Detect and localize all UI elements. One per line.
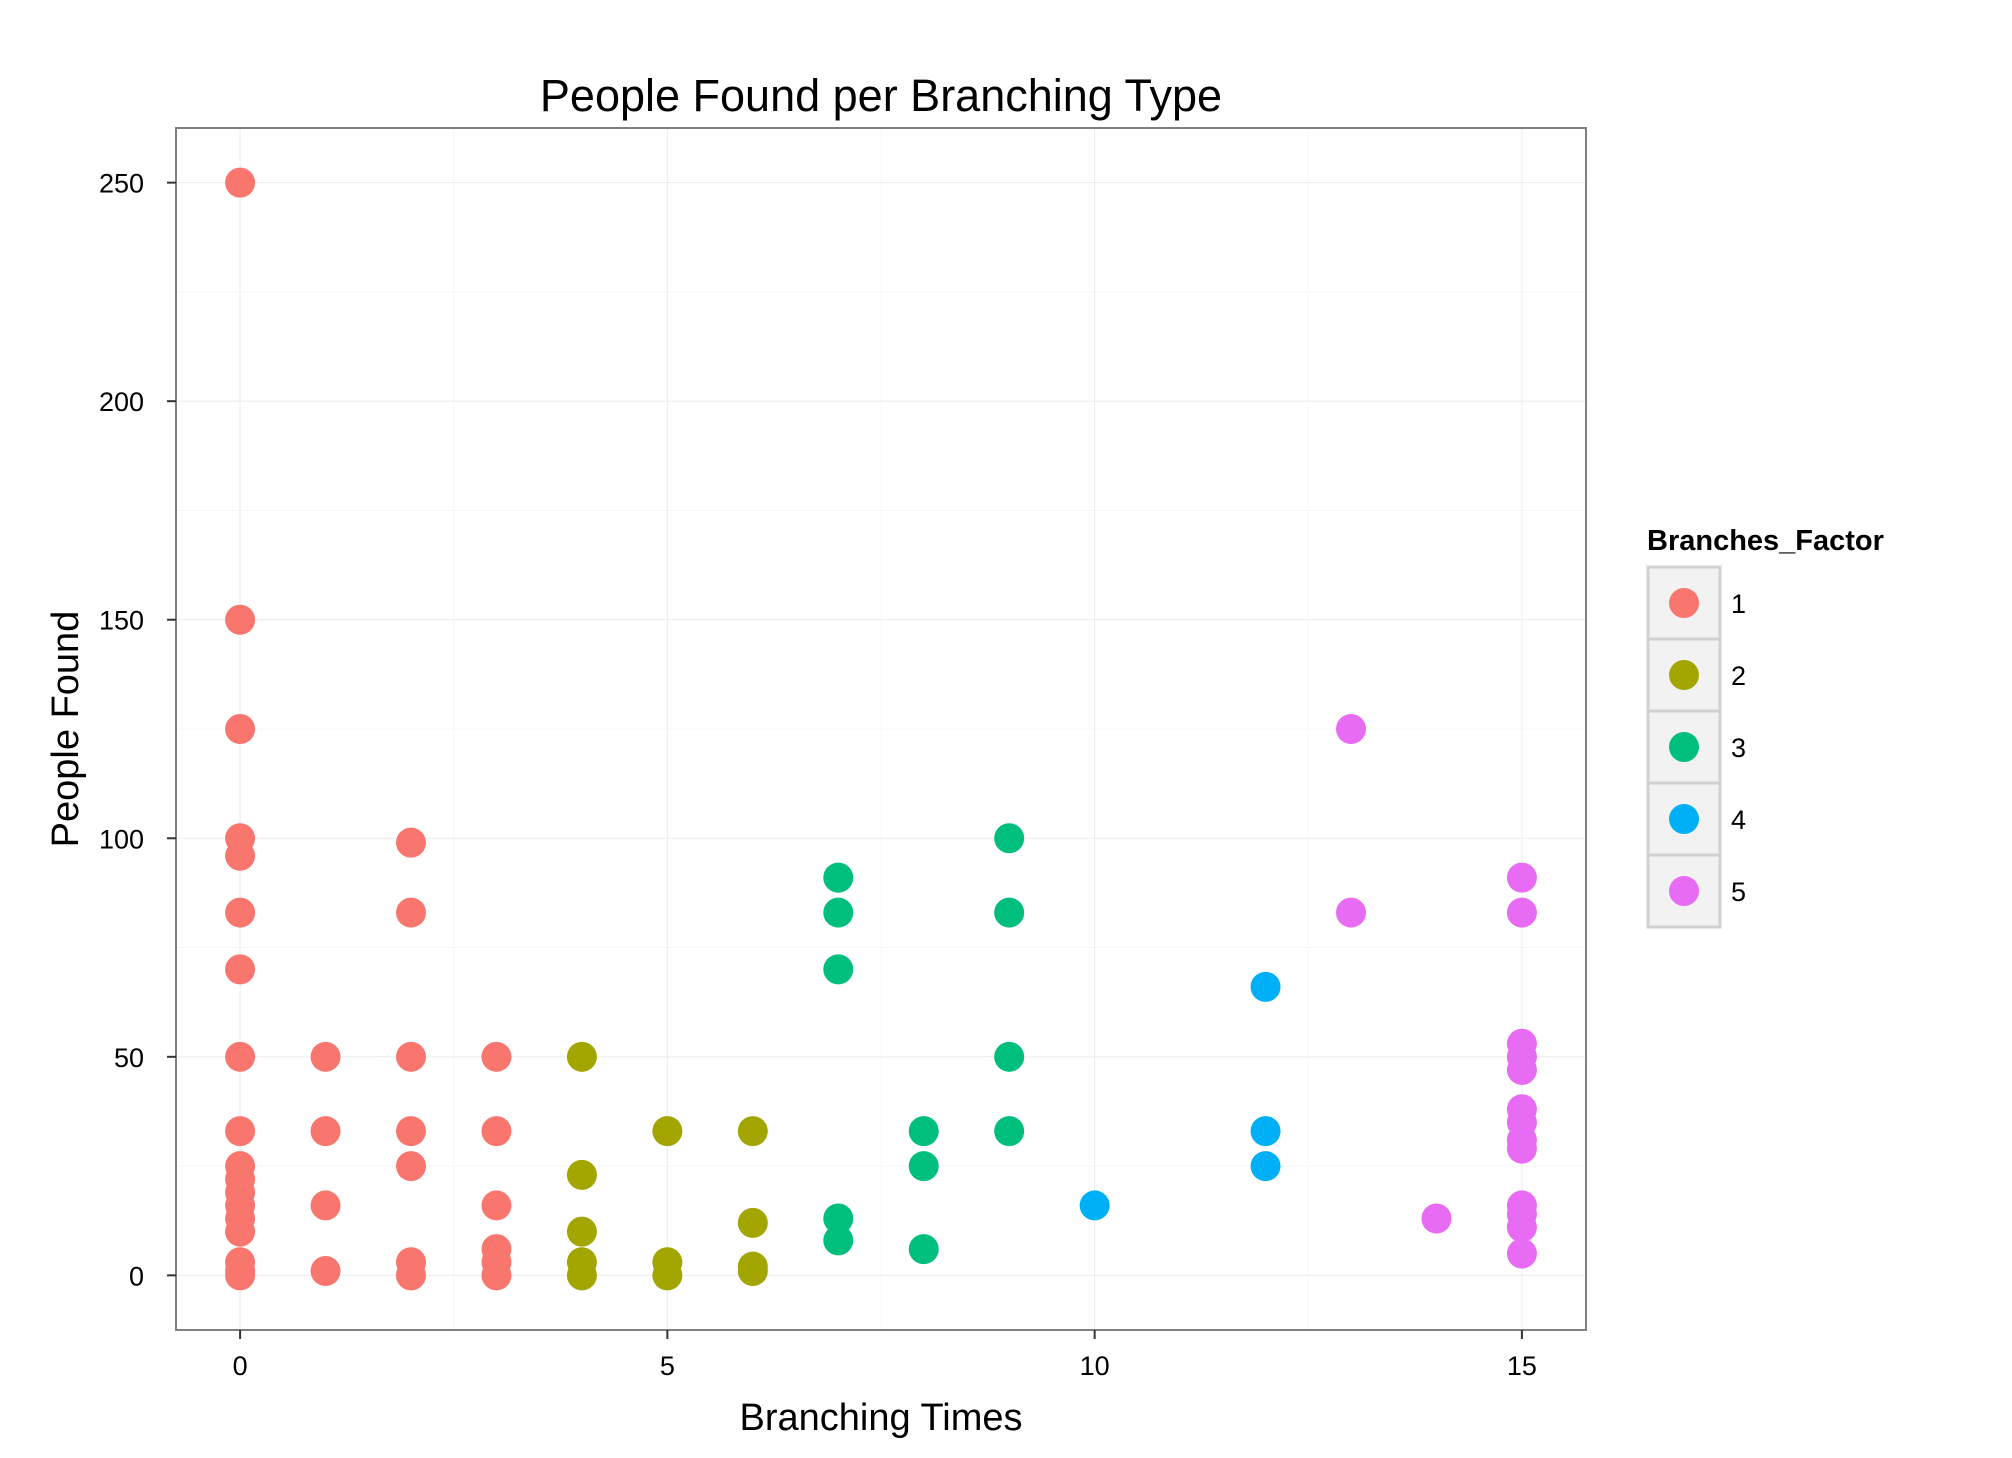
data-point-series-3 bbox=[908, 1234, 939, 1265]
data-point-series-1 bbox=[481, 1190, 512, 1221]
legend-label: 1 bbox=[1731, 589, 1746, 619]
data-point-series-1 bbox=[396, 827, 426, 858]
data-point-series-4 bbox=[1250, 1151, 1281, 1182]
data-point-series-3 bbox=[823, 1225, 854, 1256]
data-point-series-2 bbox=[652, 1260, 683, 1291]
data-point-series-1 bbox=[396, 1116, 426, 1147]
chart-title: People Found per Branching Type bbox=[540, 70, 1222, 121]
data-point-series-1 bbox=[225, 954, 256, 985]
legend-label: 5 bbox=[1731, 877, 1746, 907]
y-tick-label: 0 bbox=[129, 1261, 144, 1291]
data-points bbox=[225, 167, 1537, 1291]
data-point-series-1 bbox=[481, 1041, 512, 1072]
legend-title: Branches_Factor bbox=[1647, 525, 1884, 557]
y-tick-label: 50 bbox=[114, 1043, 144, 1073]
y-tick-label: 100 bbox=[99, 824, 144, 854]
data-point-series-5 bbox=[1506, 1212, 1537, 1243]
x-tick-label: 10 bbox=[1080, 1351, 1110, 1381]
data-point-series-1 bbox=[396, 897, 426, 928]
legend-label: 2 bbox=[1731, 661, 1746, 691]
data-point-series-4 bbox=[1250, 971, 1281, 1002]
data-point-series-3 bbox=[823, 954, 854, 985]
data-point-series-4 bbox=[1250, 1116, 1281, 1147]
data-point-series-4 bbox=[1079, 1190, 1110, 1221]
data-point-series-1 bbox=[310, 1041, 341, 1072]
y-tick-label: 200 bbox=[99, 387, 144, 417]
data-point-series-1 bbox=[225, 714, 256, 744]
data-point-series-1 bbox=[310, 1116, 341, 1147]
y-tick-label: 250 bbox=[99, 169, 144, 199]
data-point-series-5 bbox=[1336, 897, 1366, 928]
data-point-series-1 bbox=[225, 1041, 256, 1072]
data-point-series-3 bbox=[994, 897, 1025, 928]
panel-border bbox=[175, 127, 1587, 1331]
data-point-series-3 bbox=[823, 862, 854, 893]
legend-label: 3 bbox=[1731, 733, 1746, 763]
legend-items: 1 2 3 4 5 bbox=[1646, 565, 1746, 929]
legend-key-3 bbox=[1669, 732, 1699, 762]
data-point-series-1 bbox=[310, 1190, 341, 1221]
data-point-series-3 bbox=[823, 897, 854, 928]
data-point-series-1 bbox=[225, 604, 256, 635]
data-point-series-3 bbox=[823, 1203, 854, 1234]
data-point-series-2 bbox=[566, 1216, 597, 1247]
data-point-series-1 bbox=[481, 1260, 512, 1291]
data-point-series-1 bbox=[225, 840, 256, 871]
data-point-series-5 bbox=[1506, 1238, 1537, 1269]
data-point-series-1 bbox=[225, 1260, 256, 1291]
data-point-series-3 bbox=[994, 1116, 1025, 1147]
x-tick-label: 15 bbox=[1507, 1351, 1537, 1381]
y-tick-label: 150 bbox=[99, 606, 144, 636]
legend: Branches_Factor 1 2 3 4 5 bbox=[1646, 525, 1884, 929]
data-point-series-2 bbox=[737, 1116, 768, 1147]
legend-label: 4 bbox=[1731, 805, 1746, 835]
data-point-series-5 bbox=[1506, 897, 1537, 928]
legend-key-4 bbox=[1669, 804, 1699, 834]
data-point-series-1 bbox=[310, 1255, 341, 1286]
x-axis-title: Branching Times bbox=[739, 1397, 1022, 1439]
data-point-series-5 bbox=[1506, 1054, 1537, 1085]
data-point-series-1 bbox=[396, 1260, 426, 1291]
data-point-series-2 bbox=[566, 1260, 597, 1291]
data-point-series-3 bbox=[994, 1041, 1025, 1072]
data-point-series-1 bbox=[481, 1116, 512, 1147]
data-point-series-1 bbox=[225, 167, 256, 198]
data-point-series-3 bbox=[908, 1116, 939, 1147]
x-tick-label: 5 bbox=[660, 1351, 675, 1381]
data-point-series-1 bbox=[396, 1151, 426, 1182]
data-point-series-1 bbox=[396, 1041, 426, 1072]
x-axis-ticks: 0 5 10 15 bbox=[233, 1330, 1537, 1381]
legend-key-2 bbox=[1669, 660, 1699, 690]
data-point-series-2 bbox=[737, 1255, 768, 1286]
data-point-series-1 bbox=[225, 897, 256, 928]
data-point-series-2 bbox=[652, 1116, 683, 1147]
data-point-series-3 bbox=[994, 823, 1025, 854]
data-point-series-3 bbox=[908, 1151, 939, 1182]
data-point-series-1 bbox=[225, 1116, 256, 1147]
y-axis-ticks: 0 50 100 150 200 250 bbox=[99, 169, 176, 1291]
legend-key-1 bbox=[1669, 588, 1699, 618]
data-point-series-5 bbox=[1506, 862, 1537, 893]
data-point-series-2 bbox=[566, 1041, 597, 1072]
data-point-series-5 bbox=[1336, 714, 1366, 744]
data-point-series-5 bbox=[1506, 1133, 1537, 1164]
y-axis-title: People Found bbox=[45, 611, 87, 848]
data-point-series-5 bbox=[1421, 1203, 1452, 1234]
legend-key-5 bbox=[1669, 876, 1699, 906]
data-point-series-1 bbox=[225, 1216, 256, 1247]
data-point-series-2 bbox=[566, 1159, 597, 1190]
x-tick-label: 0 bbox=[233, 1351, 248, 1381]
data-point-series-2 bbox=[737, 1207, 768, 1238]
